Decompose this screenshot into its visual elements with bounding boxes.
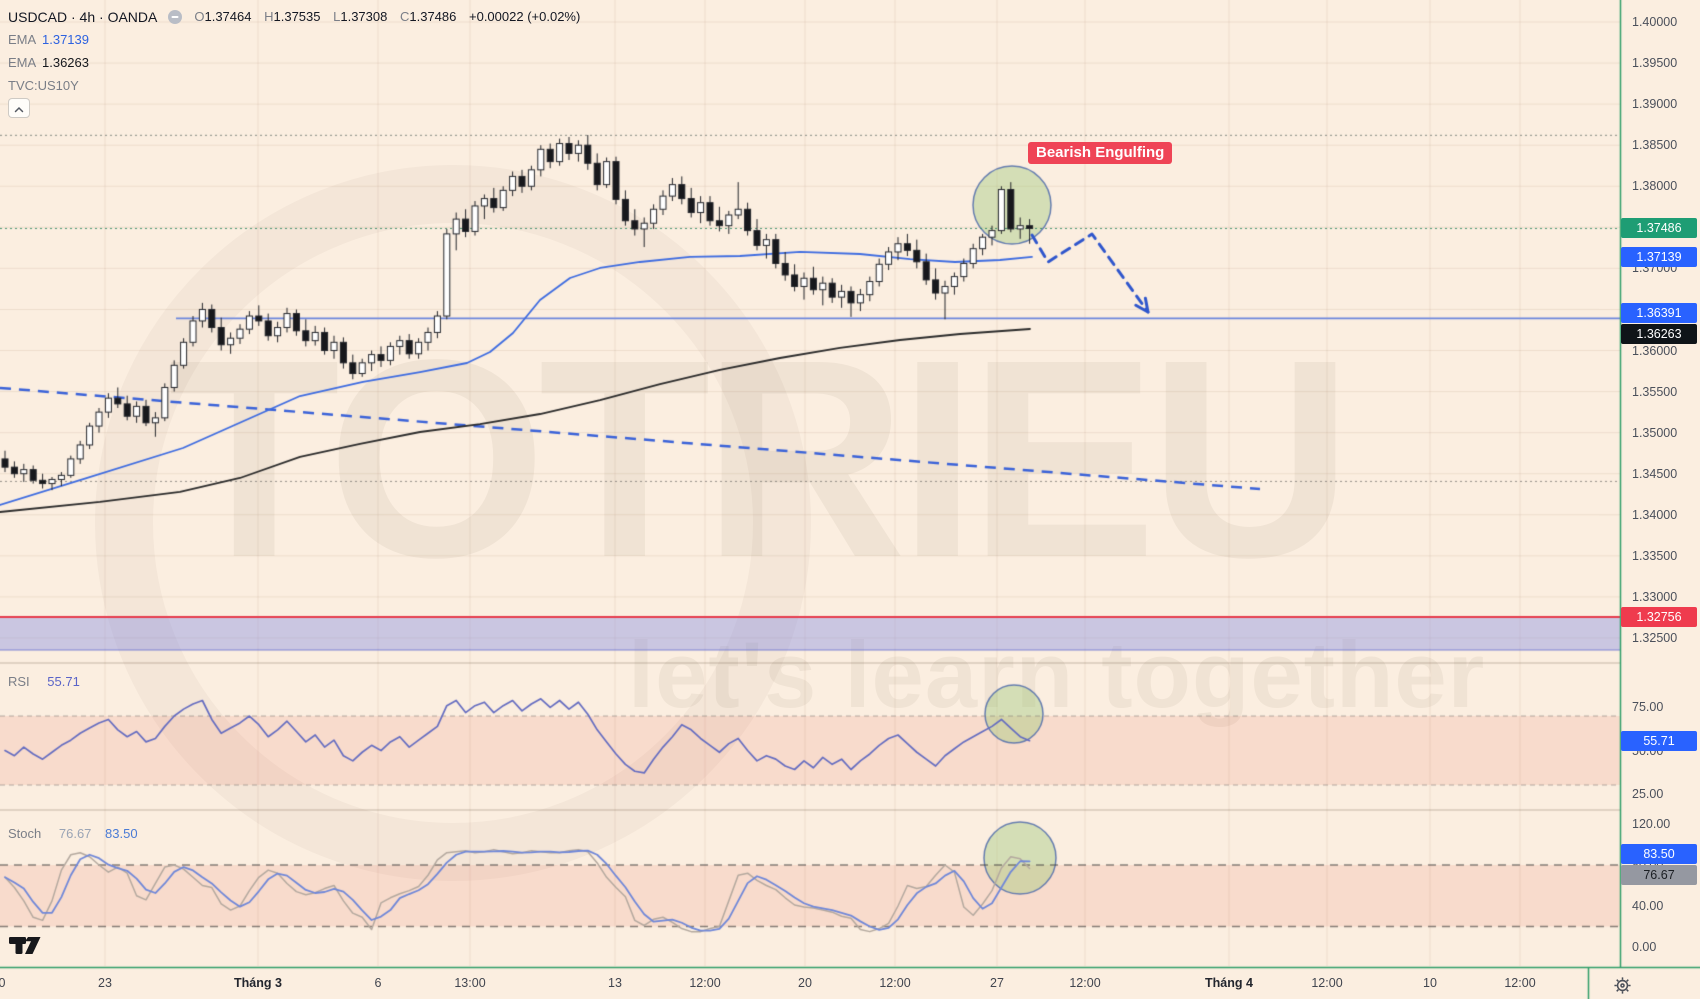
gear-icon[interactable] (1610, 974, 1634, 996)
time-axis-label: 13:00 (454, 976, 486, 990)
legend: USDCAD · 4h · OANDA O1.37464 H1.37535 L1… (8, 5, 580, 97)
axis-label: 1.40000 (1632, 15, 1678, 29)
time-axis-label: 0 (0, 976, 6, 990)
time-axis-label: 12:00 (689, 976, 721, 990)
axis-label: 1.39000 (1632, 97, 1678, 112)
axis-label: 1.36000 (1632, 343, 1678, 358)
axis-label: 1.33500 (1632, 548, 1678, 563)
high-value: 1.37535 (273, 9, 321, 24)
rsi-legend-row[interactable]: RSI 55.71 (8, 674, 80, 689)
time-axis-label: 20 (798, 976, 812, 990)
axis-label: 1.39500 (1632, 56, 1678, 71)
axis-label: 75.00 (1632, 700, 1664, 715)
axis-badge: 83.50 (1621, 844, 1697, 865)
axis-badge: 1.36263 (1621, 324, 1697, 345)
axis-label: 0.00 (1632, 940, 1657, 954)
axis-label: 1.35000 (1632, 425, 1678, 440)
tradingview-logo[interactable] (8, 934, 44, 962)
extra-symbol-label: TVC:US10Y (8, 78, 79, 93)
time-axis-label: 23 (98, 976, 112, 990)
time-axis-label: Tháng 3 (234, 976, 282, 990)
stoch-label: Stoch (8, 826, 42, 841)
ohlc-readout: O1.37464 H1.37535 L1.37308 C1.37486 +0.0… (185, 9, 580, 24)
axis-label: 1.35500 (1632, 384, 1678, 399)
time-axis-label: 12:00 (879, 976, 911, 990)
axis-label: 120.00 (1632, 817, 1671, 831)
time-axis-label: 6 (374, 976, 382, 990)
ema-slow-label: EMA (8, 55, 37, 70)
time-axis-label: Tháng 4 (1205, 976, 1253, 990)
axis-badge: 1.37486 (1621, 218, 1697, 239)
axis-label: 1.32500 (1632, 630, 1678, 645)
chevron-up-icon (14, 101, 24, 116)
extra-symbol-row[interactable]: TVC:US10Y (8, 74, 580, 97)
visibility-minus-icon[interactable] (167, 9, 183, 25)
stoch-d-value: 83.50 (105, 826, 138, 841)
axis-label: 1.33000 (1632, 589, 1678, 604)
time-axis-label: 13 (608, 976, 622, 990)
close-value: 1.37486 (409, 9, 457, 24)
time-axis-label: 27 (990, 976, 1004, 990)
axis-label: 25.00 (1632, 786, 1664, 801)
bearish-engulfing-annotation[interactable]: Bearish Engulfing (1028, 142, 1173, 164)
axis-label: 1.38500 (1632, 138, 1678, 153)
axis-badge: 55.71 (1621, 730, 1697, 751)
rsi-label: RSI (8, 674, 30, 689)
collapse-indicators-button[interactable] (8, 98, 30, 118)
axis-label: 1.34000 (1632, 507, 1678, 522)
ema-fast-value: 1.37139 (42, 32, 89, 47)
low-value: 1.37308 (340, 9, 388, 24)
open-value: 1.37464 (204, 9, 252, 24)
axis-badge: 76.67 (1621, 865, 1697, 886)
change-value: +0.00022 (+0.02%) (469, 9, 581, 24)
rsi-value: 55.71 (47, 674, 80, 689)
ema-slow-value: 1.36263 (42, 55, 89, 70)
ema-slow-row[interactable]: EMA 1.36263 (8, 51, 580, 74)
time-axis-label: 12:00 (1504, 976, 1536, 990)
stoch-k-value: 76.67 (58, 826, 92, 841)
open-label: O (194, 9, 205, 24)
ema-fast-label: EMA (8, 32, 37, 47)
axis-label: 1.34500 (1632, 466, 1678, 481)
time-axis-label: 10 (1423, 976, 1437, 990)
axis-badge: 1.36391 (1621, 303, 1697, 324)
time-axis-label: 12:00 (1311, 976, 1343, 990)
time-axis-label: 12:00 (1069, 976, 1101, 990)
axis-label: 40.00 (1632, 899, 1664, 913)
axis-badge: 1.37139 (1621, 246, 1697, 267)
close-label: C (399, 9, 410, 24)
axis-label: 1.38000 (1632, 179, 1678, 194)
axis-badge: 1.32756 (1621, 606, 1697, 627)
symbol-header-row[interactable]: USDCAD · 4h · OANDA O1.37464 H1.37535 L1… (8, 5, 580, 28)
low-label: L (333, 9, 341, 24)
symbol-title[interactable]: USDCAD · 4h · OANDA (8, 8, 158, 25)
ema-fast-row[interactable]: EMA 1.37139 (8, 28, 580, 51)
high-label: H (264, 9, 274, 24)
stoch-legend-row[interactable]: Stoch 76.67 83.50 (8, 826, 138, 841)
